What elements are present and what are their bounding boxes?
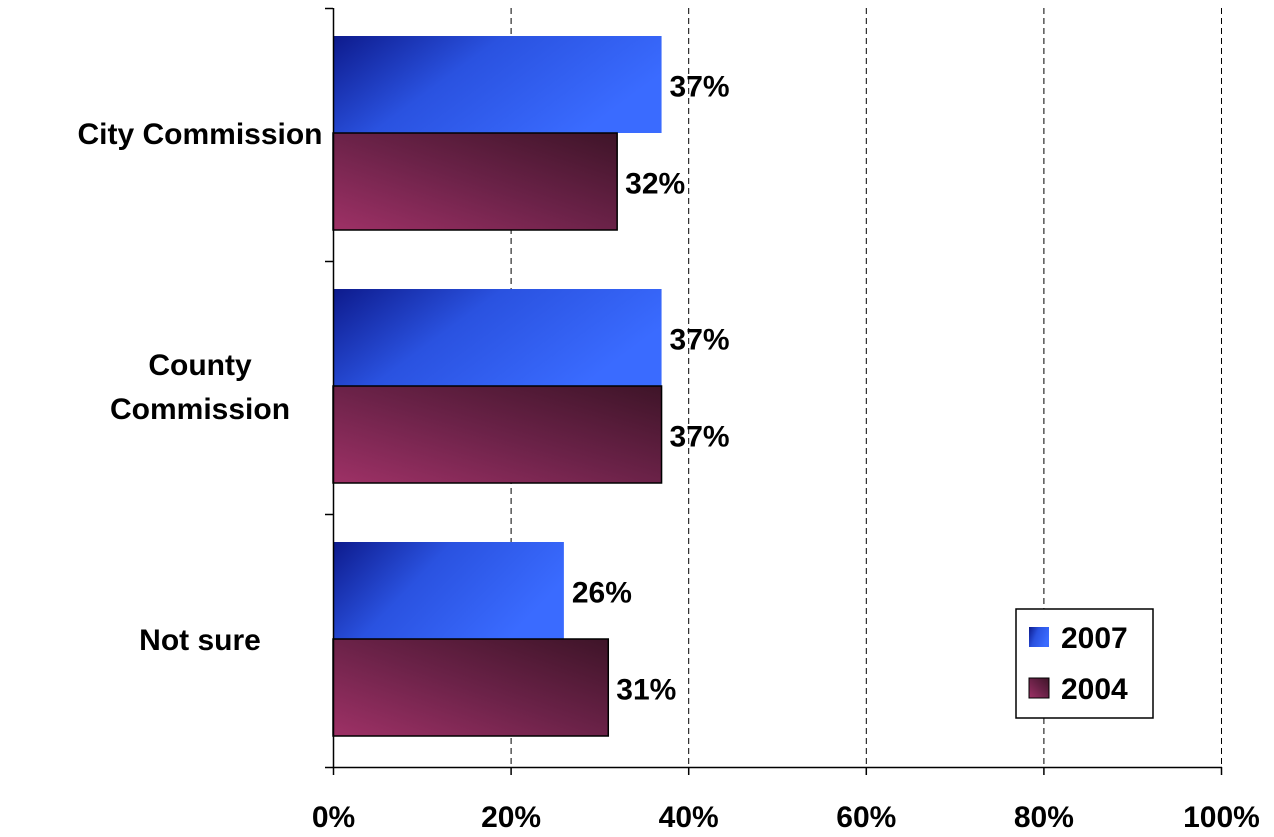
category-label-2-0: Not sure — [139, 624, 261, 657]
x-tick-label-80: 80% — [1014, 801, 1074, 834]
legend-swatch-2004 — [1028, 677, 1050, 699]
x-tick-label-20: 20% — [481, 801, 541, 834]
data-label-2004-2: 31% — [616, 674, 676, 707]
x-tick-label-60: 60% — [836, 801, 896, 834]
bars — [332, 36, 663, 737]
bar-2004-0 — [332, 132, 618, 231]
category-label-1-0: County — [148, 349, 252, 382]
axes: 0% 20% 40% 60% 80% 100% — [312, 7, 1260, 834]
bar-2007-0 — [333, 36, 662, 133]
data-label-2007-0: 37% — [670, 71, 730, 104]
data-label-2004-1: 37% — [670, 421, 730, 454]
legend-swatch-2007 — [1029, 627, 1049, 647]
bar-2007-1 — [333, 289, 662, 386]
data-label-2007-1: 37% — [670, 324, 730, 357]
legend: 2007 2004 — [1015, 608, 1154, 719]
bar-2004-1 — [332, 385, 663, 484]
legend-label-2007: 2007 — [1061, 622, 1128, 655]
category-label-0-0: City Commission — [77, 118, 322, 151]
bar-2004-2 — [332, 638, 610, 737]
category-label-1-1: Commission — [110, 393, 290, 426]
legend-label-2004: 2004 — [1061, 673, 1128, 706]
data-label-2004-0: 32% — [625, 168, 685, 201]
x-tick-label-100: 100% — [1183, 801, 1260, 834]
data-label-2007-2: 26% — [572, 577, 632, 610]
x-tick-label-0: 0% — [312, 801, 355, 834]
x-tick-label-40: 40% — [659, 801, 719, 834]
bar-2007-2 — [333, 542, 564, 639]
labels: 37% 32% City Commission 37% 37% County Commiss… — [77, 71, 729, 707]
